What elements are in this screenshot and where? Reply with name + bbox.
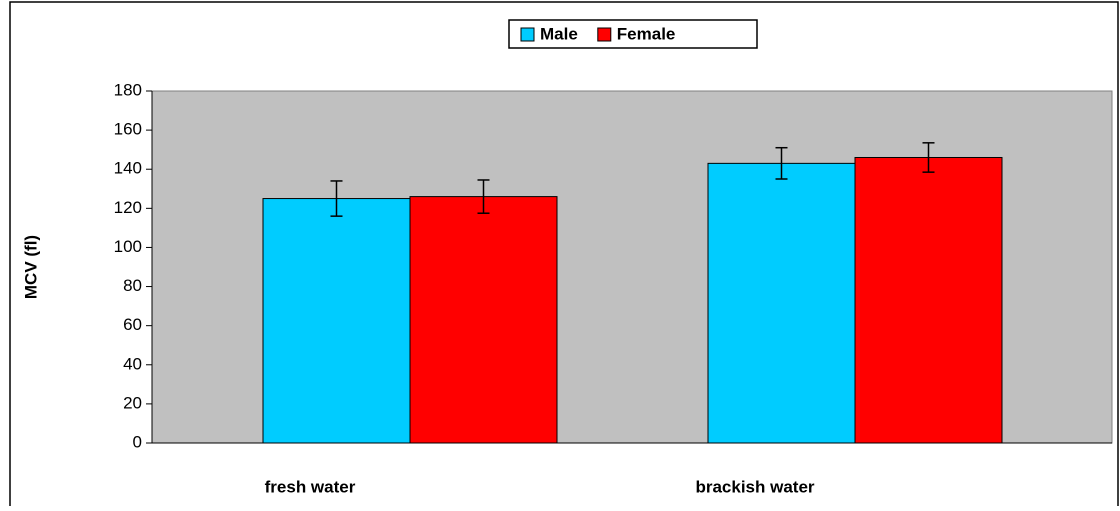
error-bar: [477, 179, 490, 214]
bar: [262, 198, 411, 444]
y-axis-label: MCV (fl): [21, 235, 40, 299]
x-tick-label: fresh water: [265, 477, 356, 496]
y-tick-label: 160: [114, 120, 142, 139]
y-tick-label: 80: [123, 276, 142, 295]
y-tick-label: 180: [114, 80, 142, 99]
y-tick-label: 40: [123, 354, 142, 373]
error-bar: [775, 146, 788, 180]
legend-label: Female: [617, 24, 676, 43]
error-bar: [330, 180, 343, 217]
legend: [508, 19, 758, 49]
error-bar: [922, 142, 935, 173]
bar: [707, 162, 856, 444]
y-tick-label: 60: [123, 315, 142, 334]
legend-swatch: [597, 27, 612, 42]
x-tick-label: brackish water: [695, 477, 814, 496]
y-tick-label: 0: [133, 432, 142, 451]
legend-swatch: [520, 27, 535, 42]
y-tick-label: 120: [114, 198, 142, 217]
y-tick-label: 20: [123, 393, 142, 412]
bar: [854, 156, 1003, 444]
bar: [409, 196, 558, 444]
legend-label: Male: [540, 24, 578, 43]
y-tick-label: 140: [114, 159, 142, 178]
y-tick-label: 100: [114, 237, 142, 256]
chart-frame: [9, 1, 1119, 506]
